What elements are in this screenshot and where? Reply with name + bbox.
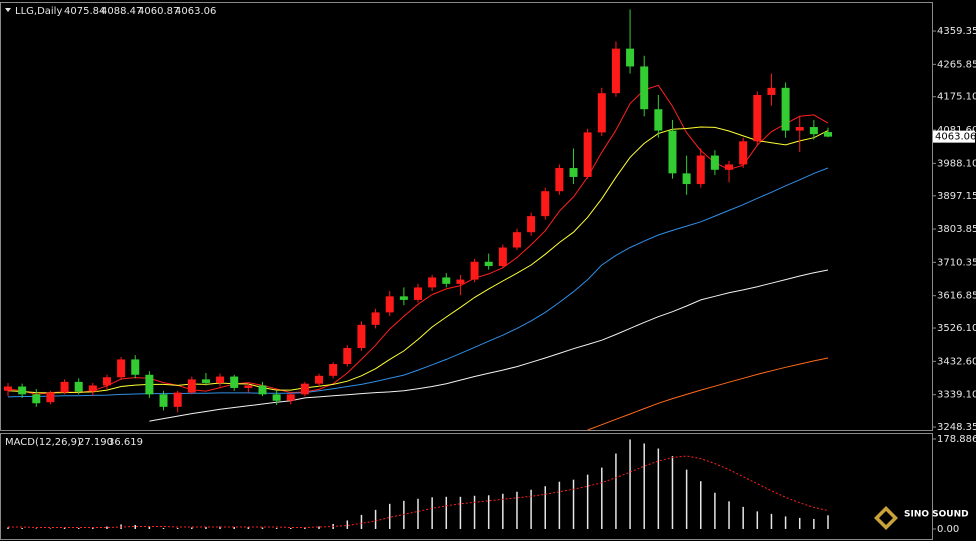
candle-body — [555, 168, 564, 192]
candle-body — [258, 385, 267, 395]
header-low: 4060.87 — [138, 6, 179, 17]
macd-value: 27.190 — [78, 437, 113, 448]
candle-body — [60, 381, 69, 393]
chart-title: LLG,Daily — [15, 6, 62, 17]
candle-body — [414, 287, 422, 300]
candle-body — [173, 392, 182, 407]
moving-average — [149, 269, 829, 422]
candle-body — [512, 232, 521, 248]
y-tick-label: 3248.35 — [937, 422, 976, 433]
signal-line — [8, 455, 829, 528]
y-tick-label: 3526.10 — [937, 323, 976, 334]
candle-body — [710, 155, 719, 170]
candle-body — [739, 141, 748, 165]
candle-body — [597, 93, 606, 133]
candle-body — [230, 376, 239, 388]
header-close: 4063.06 — [175, 6, 216, 17]
candle-body — [357, 324, 366, 349]
candle-body — [102, 377, 111, 386]
candle-body — [201, 379, 210, 383]
candle-body — [187, 379, 196, 393]
candle-body — [117, 359, 126, 378]
candle-body — [640, 66, 649, 110]
candle-body — [385, 296, 394, 313]
candle-body — [781, 87, 790, 131]
logo-icon-inner — [879, 511, 893, 525]
candle-body — [484, 261, 493, 267]
candle-body — [399, 296, 408, 300]
candle-body — [583, 132, 592, 177]
candle-body — [159, 394, 168, 407]
candle-body — [696, 155, 705, 185]
y-tick-label: 3803.85 — [937, 224, 976, 235]
candle-body — [315, 375, 324, 384]
logo-text: SINO SOUND — [904, 510, 969, 520]
moving-average — [7, 126, 829, 394]
signal-value: 36.619 — [108, 437, 143, 448]
logo: SINO SOUND — [874, 506, 969, 530]
candle-body — [4, 386, 12, 391]
y-tick-label: 4175.10 — [937, 92, 976, 103]
y-tick-label: 3710.35 — [937, 257, 976, 268]
candle-body — [216, 376, 225, 383]
candle-body — [343, 348, 352, 365]
candle-body — [300, 383, 309, 395]
candle-body — [244, 385, 253, 388]
candle-body — [18, 386, 27, 395]
candle-body — [88, 385, 97, 392]
candle-body — [131, 359, 140, 375]
candle-body — [611, 48, 620, 94]
candle-body — [498, 247, 507, 267]
candle-body — [767, 87, 776, 95]
y-tick-label: 4081.60 — [937, 125, 976, 136]
candle-body — [824, 132, 832, 137]
main-panel-frame — [0, 2, 933, 431]
candle-body — [32, 394, 41, 404]
header-high: 4088.47 — [101, 6, 142, 17]
candle-body — [725, 164, 734, 170]
y-tick-label: 3897.15 — [937, 191, 976, 202]
candle-body — [46, 392, 55, 403]
macd-panel-frame — [0, 433, 933, 540]
moving-average — [7, 84, 829, 395]
last-price-box — [933, 130, 975, 143]
y-tick-label: 3432.60 — [937, 356, 976, 367]
candle-body — [569, 168, 578, 177]
candle-body — [145, 374, 154, 395]
moving-average — [7, 167, 829, 398]
candle-body — [272, 394, 281, 401]
y-tick-label: 4265.85 — [937, 59, 976, 70]
menu-arrow[interactable] — [5, 8, 11, 12]
y-tick-label: 3988.10 — [937, 158, 976, 169]
last-price-label: 4063.06 — [935, 132, 976, 143]
candle-body — [286, 394, 295, 401]
candle-body — [654, 109, 663, 131]
y-tick-label: 4359.35 — [937, 26, 976, 37]
candle-body — [329, 364, 338, 376]
y-tick-label: 178.886 — [937, 434, 976, 445]
candle-body — [74, 381, 83, 392]
candle-body — [456, 279, 465, 284]
candle-body — [428, 277, 437, 288]
candle-body — [442, 277, 451, 284]
candle-body — [527, 216, 536, 233]
macd-title: MACD(12,26,9) — [5, 437, 81, 448]
candle-body — [809, 127, 818, 135]
candle-body — [626, 48, 635, 67]
y-tick-label: 3616.85 — [937, 291, 976, 302]
candle-body — [682, 173, 691, 185]
y-tick-label: 3339.10 — [937, 390, 976, 401]
candle-body — [541, 191, 550, 217]
candle-body — [668, 130, 677, 174]
candle-body — [371, 312, 380, 325]
y-tick-label: 0.00 — [937, 524, 959, 535]
candle-body — [795, 127, 804, 131]
candle-body — [470, 261, 479, 280]
header-open: 4075.84 — [64, 6, 105, 17]
moving-average — [587, 357, 829, 431]
candle-body — [753, 94, 762, 142]
